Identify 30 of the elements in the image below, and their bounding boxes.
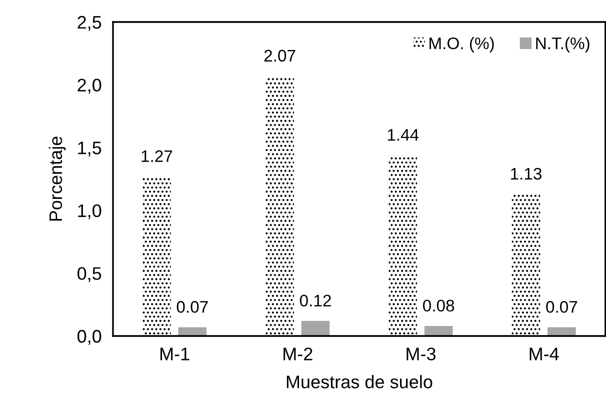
bar — [266, 76, 294, 336]
data-label: 1.13 — [511, 168, 542, 180]
y-tick-label: 0,5 — [77, 267, 102, 282]
legend-label: N.T.(%) — [536, 37, 590, 53]
x-tick-label: M-2 — [284, 348, 312, 360]
y-axis-title: Porcentaje — [48, 136, 66, 221]
y-tick-label: 0,0 — [77, 330, 102, 345]
bar — [178, 327, 207, 336]
y-tick-label: 2,5 — [78, 16, 102, 31]
bar — [512, 194, 540, 336]
data-label: 0.07 — [176, 301, 208, 313]
x-tick-label: M-1 — [160, 348, 190, 360]
x-tick-label: M-3 — [406, 348, 436, 360]
bar — [301, 320, 330, 336]
x-axis-title: Muestras de suelo — [286, 375, 432, 388]
bar — [142, 176, 171, 336]
bar — [388, 155, 418, 336]
y-tick-label: 1,5 — [78, 142, 102, 156]
y-tick-label: 2,0 — [78, 78, 102, 94]
data-label: 0.07 — [546, 301, 578, 313]
bar — [424, 326, 453, 336]
x-tick-label: M-4 — [530, 348, 559, 360]
data-label: 0.08 — [423, 300, 454, 312]
bar — [548, 327, 576, 336]
data-label: 1.44 — [388, 129, 419, 141]
data-label: 0.12 — [300, 294, 331, 307]
data-label: 1.27 — [142, 150, 172, 162]
legend-label: M.O. (%) — [430, 37, 494, 53]
data-label: 2.07 — [264, 50, 296, 62]
y-tick-label: 1,0 — [78, 204, 102, 220]
